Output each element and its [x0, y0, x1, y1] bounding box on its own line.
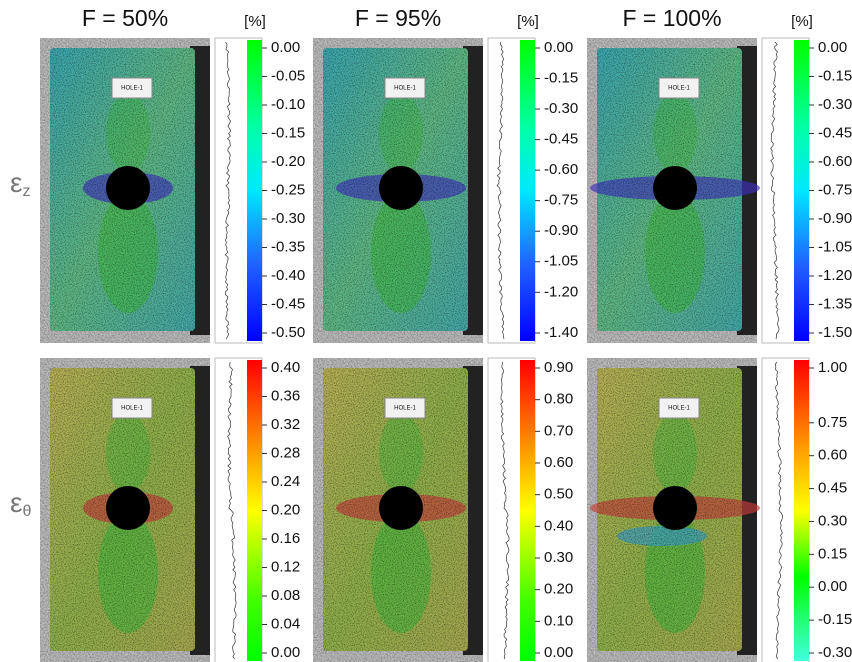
tick-label: 0.30 — [544, 549, 573, 566]
tick-label: 0.20 — [544, 581, 573, 598]
specimen-image: HOLE-1 — [587, 358, 760, 662]
tick-label: -0.60 — [544, 161, 578, 178]
tick-label: 0.00 — [544, 644, 573, 661]
row-symbol: ε — [10, 167, 22, 198]
tick-label: 0.60 — [544, 454, 573, 471]
tick-label: 1.00 — [818, 359, 847, 376]
tick-label: 0.30 — [818, 512, 847, 529]
specimen-label: HOLE-1 — [394, 406, 416, 412]
row-subscript: θ — [22, 503, 31, 520]
colorbar — [247, 360, 262, 661]
unit-label: [%] — [244, 13, 266, 30]
specimen-image: HOLE-1 — [313, 38, 483, 343]
tick-label: -0.75 — [818, 181, 852, 198]
tick-label: 0.60 — [818, 447, 847, 464]
specimen-image: HOLE-1 — [313, 358, 483, 662]
row-label: εθ — [10, 487, 31, 520]
colorbar — [520, 360, 535, 661]
tick-label: 0.80 — [544, 391, 573, 408]
unit-label: [%] — [517, 13, 539, 30]
tick-label: 0.15 — [818, 545, 847, 562]
tick-label: -0.30 — [544, 100, 578, 117]
tick-label: 0.20 — [271, 501, 300, 518]
tick-label: 0.04 — [271, 615, 300, 632]
tick-label: 0.10 — [544, 612, 573, 629]
specimen-label: HOLE-1 — [121, 406, 143, 412]
tick-label: 0.40 — [271, 359, 300, 376]
tick-label: 0.70 — [544, 422, 573, 439]
tick-label: -0.30 — [818, 644, 852, 661]
tick-label: 0.12 — [271, 558, 300, 575]
tick-label: -0.15 — [818, 611, 852, 628]
colorbar — [794, 40, 809, 341]
hole — [379, 486, 423, 530]
tick-label: -0.45 — [271, 295, 305, 312]
tick-label: -0.90 — [818, 210, 852, 227]
column-title: F = 50% — [82, 5, 168, 31]
row-symbol: ε — [10, 487, 22, 518]
tick-label: -1.05 — [544, 253, 578, 270]
specimen-image: HOLE-1 — [587, 38, 760, 343]
colorbar — [247, 40, 262, 341]
unit-label: [%] — [791, 13, 813, 30]
specimen-label: HOLE-1 — [394, 86, 416, 92]
specimen-image: HOLE-1 — [40, 38, 210, 343]
specimen-label: HOLE-1 — [121, 86, 143, 92]
tick-label: -0.90 — [544, 222, 578, 239]
tick-label: 0.16 — [271, 530, 300, 547]
tick-label: 0.75 — [818, 414, 847, 431]
tick-label: -0.15 — [544, 70, 578, 87]
row-subscript: z — [22, 183, 30, 200]
tick-label: -0.45 — [818, 124, 852, 141]
tick-label: -1.50 — [818, 324, 852, 341]
row-label: εz — [10, 167, 30, 200]
tick-label: -0.30 — [818, 96, 852, 113]
tick-label: -0.30 — [271, 210, 305, 227]
tick-label: -0.75 — [544, 192, 578, 209]
column-title: F = 100% — [622, 5, 721, 31]
colorbar — [794, 360, 809, 661]
hole — [106, 486, 150, 530]
tick-label: -0.50 — [271, 324, 305, 341]
tick-label: 0.08 — [271, 587, 300, 604]
colorbar — [520, 40, 535, 341]
tick-label: -0.20 — [271, 153, 305, 170]
tick-label: -0.15 — [271, 124, 305, 141]
tick-label: -0.35 — [271, 238, 305, 255]
tick-label: 0.90 — [544, 359, 573, 376]
tick-label: -1.35 — [818, 295, 852, 312]
tick-label: -1.20 — [818, 267, 852, 284]
tick-label: 0.24 — [271, 473, 300, 490]
tick-label: -0.40 — [271, 267, 305, 284]
tick-label: -0.60 — [818, 153, 852, 170]
specimen-label: HOLE-1 — [668, 86, 690, 92]
tick-label: 0.28 — [271, 444, 300, 461]
tick-label: 0.00 — [271, 39, 300, 56]
hole — [106, 166, 150, 210]
tick-label: 0.45 — [818, 480, 847, 497]
figure: F = 50%F = 95%F = 100%εzεθHOLE-1[%]0.00-… — [0, 0, 852, 662]
tick-label: 0.50 — [544, 486, 573, 503]
hole — [653, 166, 697, 210]
tick-label: -0.05 — [271, 67, 305, 84]
tick-label: -0.45 — [544, 131, 578, 148]
hole — [379, 166, 423, 210]
tick-label: 0.00 — [818, 39, 847, 56]
tick-label: -1.05 — [818, 238, 852, 255]
tick-label: -0.15 — [818, 67, 852, 84]
specimen-label: HOLE-1 — [668, 406, 690, 412]
column-title: F = 95% — [355, 5, 441, 31]
tick-label: -0.10 — [271, 96, 305, 113]
hole — [653, 486, 697, 530]
tick-label: -1.40 — [544, 324, 578, 341]
tick-label: 0.40 — [544, 517, 573, 534]
tick-label: 0.00 — [544, 39, 573, 56]
tick-label: 0.36 — [271, 387, 300, 404]
tick-label: -1.20 — [544, 283, 578, 300]
specimen-image: HOLE-1 — [40, 358, 210, 662]
tick-label: 0.00 — [818, 578, 847, 595]
tick-label: 0.32 — [271, 416, 300, 433]
tick-label: 0.00 — [271, 644, 300, 661]
tick-label: -0.25 — [271, 181, 305, 198]
